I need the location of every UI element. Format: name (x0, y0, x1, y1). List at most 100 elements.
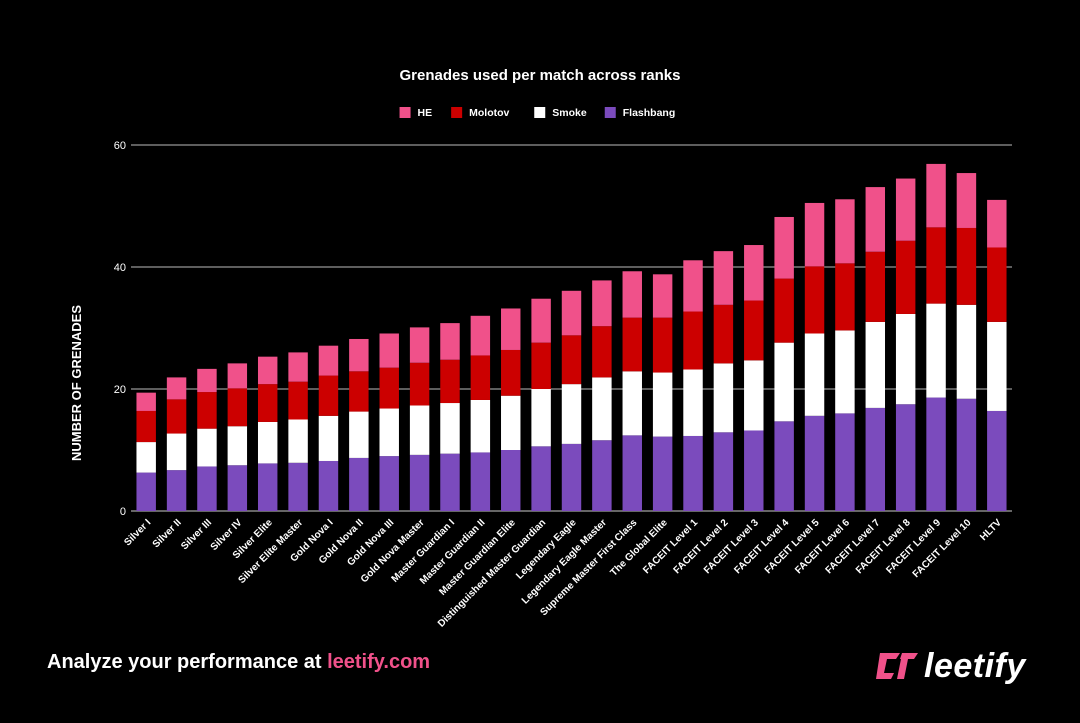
bar-segment (744, 300, 764, 361)
bar-segment (227, 465, 248, 511)
bar-segment (744, 430, 764, 511)
bar-segment (136, 442, 156, 473)
bar-segment (956, 173, 977, 228)
legend-label: Flashbang (623, 107, 676, 119)
bar-segment (865, 251, 886, 322)
bar-segment (288, 381, 308, 420)
x-tick-label: Silver I (122, 517, 153, 548)
bar-segment (166, 399, 187, 434)
bar-segment (956, 227, 977, 305)
bar-segment (288, 352, 308, 382)
x-tick-label: FACEIT Level 1 (641, 517, 700, 576)
bar-segment (501, 450, 521, 511)
bar-segment (379, 408, 399, 457)
bar-segment (561, 384, 582, 444)
legend-swatch (534, 107, 546, 118)
bar-segment (531, 389, 551, 447)
bar-segment (318, 415, 339, 461)
bar-segment (501, 349, 521, 396)
y-tick-label: 60 (114, 140, 126, 152)
bar-segment (774, 342, 794, 422)
bar-segment (683, 311, 703, 370)
legend-swatch (399, 107, 411, 118)
brand-name: leetify (924, 646, 1026, 685)
bar-segment (865, 187, 886, 252)
bar-segment (895, 240, 916, 314)
bar-segment (652, 317, 673, 373)
bar-segment (440, 453, 460, 511)
x-tick-label: FACEIT Level 4 (732, 517, 791, 576)
x-tick-label: FACEIT Level 3 (702, 517, 761, 576)
legend-swatch (604, 107, 616, 118)
x-tick-label: Silver III (179, 517, 214, 552)
bar-segment (804, 333, 825, 416)
legend-label: Smoke (552, 107, 587, 119)
bar-segment (440, 359, 460, 404)
bar-segment (227, 363, 248, 389)
bar-segment (987, 410, 1007, 511)
bar-segment (804, 202, 825, 267)
bar-segment (804, 266, 825, 334)
bar-segment (895, 404, 916, 511)
bar-segment (409, 327, 430, 363)
bar-segment (197, 392, 217, 429)
x-tick-label: FACEIT Level 2 (672, 517, 731, 576)
bar-segment (318, 460, 339, 511)
bar-segment (470, 452, 491, 511)
x-tick-label: FACEIT Level 9 (884, 517, 943, 576)
bar-segment (136, 410, 156, 443)
bar-segment (501, 395, 521, 450)
bar-segment (987, 321, 1007, 411)
bar-segment (865, 407, 886, 511)
bar-segment (865, 321, 886, 408)
bar-segment (470, 399, 491, 453)
bar-segment (409, 454, 430, 511)
bar-segment (652, 274, 673, 318)
bar-segment (349, 457, 369, 511)
bar-segment (531, 342, 551, 389)
footer-prefix: Analyze your performance at (47, 651, 328, 673)
bar-segment (592, 326, 612, 378)
bar-segment (895, 313, 916, 405)
leetify-logo-icon (876, 653, 918, 679)
footer-cta: Analyze your performance at leetify.com (47, 651, 430, 674)
y-tick-label: 20 (114, 384, 126, 396)
bar-segment (288, 419, 308, 463)
y-tick-label: 0 (120, 506, 126, 518)
bar-segment (318, 375, 339, 416)
bar-segment (136, 392, 156, 411)
bar-segment (197, 368, 217, 393)
x-tick-label: FACEIT Level 10 (911, 517, 974, 580)
bar-segment (804, 415, 825, 511)
bar-segment (987, 199, 1007, 248)
bar-segment (713, 251, 734, 305)
bar-segment (744, 245, 764, 301)
bar-segment (166, 377, 187, 400)
bar-segment (166, 433, 187, 471)
bar-segment (440, 323, 460, 360)
bar-segment (774, 216, 794, 279)
bar-segment (956, 398, 977, 511)
bar-segment (774, 278, 794, 343)
bar-segment (531, 298, 551, 343)
x-tick-label: FACEIT Level 6 (793, 517, 852, 576)
bar-segment (713, 363, 734, 433)
bar-segment (592, 280, 612, 327)
brand-logo[interactable]: leetify (876, 646, 1026, 686)
bar-segment (349, 338, 369, 372)
bar-segment (622, 317, 642, 372)
bar-segment (926, 397, 946, 511)
y-axis-ticks: 0 20 40 60 (114, 140, 126, 518)
x-tick-label: FACEIT Level 5 (763, 517, 822, 576)
bar-segment (683, 260, 703, 312)
bar-segment (683, 435, 703, 511)
bar-segment (318, 345, 339, 376)
bar-segment (136, 472, 156, 511)
bar-segment (257, 356, 278, 385)
footer-link[interactable]: leetify.com (327, 651, 431, 673)
x-tick-label: FACEIT Level 7 (824, 517, 883, 576)
chart-bars (136, 163, 1007, 511)
bar-segment (257, 463, 278, 511)
bar-segment (652, 372, 673, 437)
